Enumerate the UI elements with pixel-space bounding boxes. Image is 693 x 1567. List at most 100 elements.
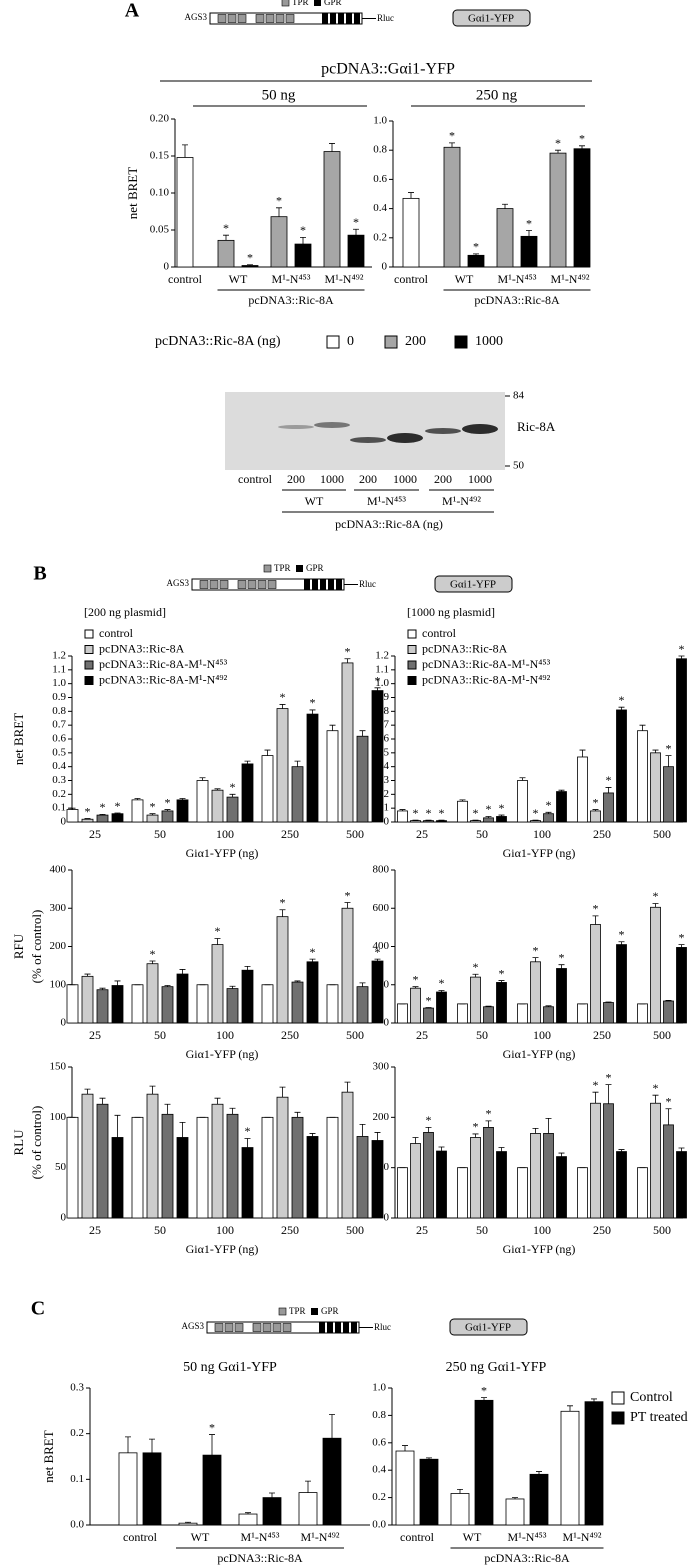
bar — [270, 216, 288, 268]
construct-tag: Rluc — [374, 1322, 391, 1332]
significance-star: * — [375, 945, 381, 959]
error-bar — [605, 1001, 612, 1003]
bar — [142, 1452, 162, 1526]
error-bar — [264, 749, 271, 756]
bar — [556, 791, 567, 823]
x-tick-label: 50 — [476, 827, 488, 841]
significance-star: * — [546, 798, 552, 812]
y-tick-label: 0.3 — [52, 774, 66, 786]
bar — [676, 1151, 687, 1219]
bar — [176, 157, 194, 268]
significance-star: * — [593, 795, 599, 809]
significance-star: * — [230, 780, 236, 794]
x-axis-label: Giα1-YFP (ng) — [186, 1242, 259, 1256]
error-bar — [579, 145, 585, 149]
error-bar — [99, 1097, 106, 1105]
bar — [291, 766, 304, 823]
error-bar — [591, 1398, 597, 1402]
bar — [483, 817, 494, 823]
y-axis-label: (% of control) — [29, 1106, 44, 1180]
y-tick-label: 0.3 — [375, 774, 389, 786]
x-tick-label: 500 — [346, 1223, 364, 1237]
error-bar — [567, 1405, 573, 1412]
bar — [96, 814, 109, 823]
partner-label: Gαi1-YFP — [465, 1322, 511, 1334]
significance-star: * — [606, 773, 612, 787]
bar — [573, 148, 591, 268]
bar — [211, 789, 224, 823]
x-tick-label: 50 — [476, 1028, 488, 1042]
x-tick-label: 100 — [533, 827, 551, 841]
chart-title: 250 ng — [476, 87, 518, 103]
y-tick-label: 200 — [50, 940, 67, 952]
panel-letter: C — [31, 1298, 45, 1320]
x-tick-label: WT — [455, 272, 474, 286]
y-tick-label: 100 — [50, 978, 67, 990]
y-tick-label: 1.2 — [52, 650, 66, 662]
gpr-motif — [320, 579, 326, 590]
tpr-motif — [285, 14, 295, 23]
error-bar — [359, 982, 366, 987]
bar — [470, 976, 481, 1024]
bar — [226, 988, 239, 1024]
bar — [496, 1151, 507, 1219]
bar — [419, 1458, 439, 1526]
partner-box — [434, 575, 513, 593]
chart-subtitle: [1000 ng plasmid] — [407, 605, 495, 619]
significance-star: * — [215, 924, 221, 938]
error-bar — [214, 788, 221, 791]
y-tick-label: 0.8 — [372, 1409, 386, 1421]
gpr-motif — [338, 13, 344, 24]
y-tick-label: 1.0 — [372, 1382, 386, 1394]
bar — [161, 986, 174, 1024]
significance-star: * — [666, 741, 672, 755]
bar — [470, 1137, 481, 1219]
bar — [176, 1137, 189, 1219]
partner-box — [449, 1318, 528, 1336]
significance-star: * — [426, 993, 432, 1007]
bar — [238, 1513, 258, 1526]
gpr-motif — [322, 13, 328, 24]
bar — [556, 968, 567, 1024]
bar — [262, 1497, 282, 1526]
error-bar — [149, 1438, 155, 1453]
y-tick-label: 0 — [61, 1017, 67, 1029]
error-bar — [579, 749, 586, 757]
bar — [590, 924, 601, 1024]
y-tick-label: 0.05 — [150, 224, 170, 236]
bar — [474, 1399, 494, 1526]
error-bar — [279, 1086, 286, 1098]
x-tick-label: 100 — [216, 1028, 234, 1042]
y-tick-label: 0.0 — [70, 1519, 84, 1531]
legend-label: 1000 — [475, 334, 503, 349]
error-bar — [592, 809, 599, 811]
bar — [306, 961, 319, 1024]
y-tick-label: 0.4 — [52, 760, 66, 772]
legend-swatch — [611, 1391, 625, 1405]
error-bar — [558, 964, 565, 969]
error-bar — [164, 809, 171, 811]
error-bar — [179, 798, 186, 800]
x-axis-label: Giα1-YFP (ng) — [503, 1242, 576, 1256]
legend-swatch — [407, 660, 417, 670]
blot-band — [387, 433, 423, 443]
y-tick-label: 0.10 — [150, 187, 170, 199]
tpr-key-label: TPR — [292, 0, 309, 7]
significance-star: * — [619, 927, 625, 941]
y-tick-label: 0.9 — [52, 691, 66, 703]
tpr-motif — [257, 580, 267, 589]
bar — [520, 235, 538, 268]
bar — [423, 1007, 434, 1024]
error-bar — [279, 909, 286, 917]
y-tick-label: 0.6 — [372, 1436, 386, 1448]
bar — [443, 146, 461, 268]
bar — [131, 984, 144, 1024]
legend-label: pcDNA3::Ric-8A-M¹-N⁴⁹² — [422, 672, 551, 686]
bar — [517, 1003, 528, 1024]
error-bar — [69, 807, 76, 810]
significance-star: * — [310, 696, 316, 710]
bar — [517, 780, 528, 823]
gpr-motif — [312, 579, 318, 590]
tpr-motif — [217, 14, 227, 23]
tpr-motif — [224, 1323, 234, 1332]
